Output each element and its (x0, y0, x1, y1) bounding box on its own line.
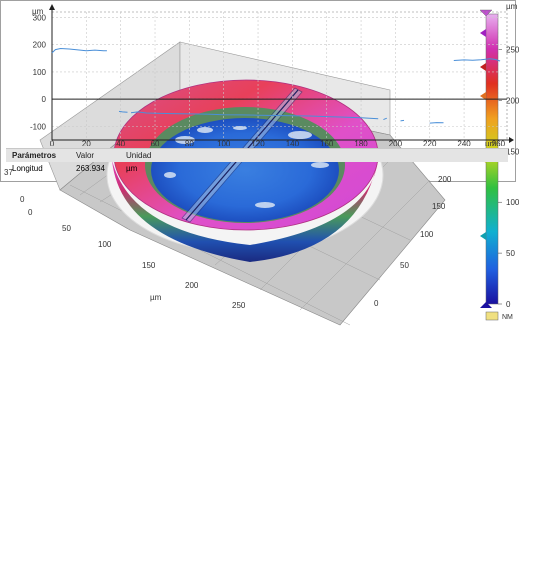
colorbar-tick-label: 100 (506, 198, 520, 207)
marker-bottom-icon[interactable] (480, 302, 492, 308)
marker-orange-icon[interactable] (480, 92, 486, 100)
colorbar-tick-label: 150 (506, 147, 520, 156)
x-axis-ticks: 0 50 100 150 200 250 µm (28, 208, 246, 310)
nm-label: NM (502, 314, 513, 321)
x-tick: 150 (142, 261, 156, 270)
x-tick-label: 120 (251, 140, 265, 146)
profile-line-segment (383, 117, 387, 121)
z-tick-zero: 0 (20, 195, 25, 204)
y-tick: 50 (400, 261, 409, 270)
colorbar-unit: µm (506, 2, 518, 11)
colorbar-tick-label: 200 (506, 96, 520, 105)
x-tick-label: 240 (457, 140, 471, 146)
x-tick-label: 180 (354, 140, 368, 146)
param-unit: µm (126, 164, 138, 173)
nm-swatch (485, 311, 499, 321)
x-tick-label: 260 (492, 140, 506, 146)
param-name: Longitud (12, 164, 43, 173)
profile-line-segment (130, 111, 379, 120)
header-parametros: Parámetros (12, 151, 57, 160)
x-tick-label: 80 (185, 140, 194, 146)
profile-line-segment (118, 110, 128, 113)
marker-cyan-icon[interactable] (480, 232, 486, 240)
x-tick: 250 (232, 301, 246, 310)
y-tick-label: -100 (30, 122, 47, 131)
profile-line-segment (453, 58, 501, 62)
y-tick-label: 300 (33, 13, 47, 22)
colorbar-tick-label: 250 (506, 46, 520, 55)
x-axis-unit: µm (150, 293, 162, 302)
profile-line-segment (429, 122, 444, 124)
x-tick-label: 100 (217, 140, 231, 146)
header-unidad: Unidad (126, 151, 152, 160)
x-tick-label: 20 (82, 140, 91, 146)
x-axis-unit: µm (485, 140, 497, 146)
x-tick-label: 140 (286, 140, 300, 146)
y-tick: 200 (438, 175, 452, 184)
marker-magenta-icon[interactable] (480, 29, 486, 37)
profile-tick-labels: 0 20 40 60 80 100 120 140 160 180 200 220 240 260 -100… (30, 7, 506, 146)
y-tick: 0 (374, 299, 379, 308)
profile-grid (51, 11, 508, 141)
table-row[interactable]: Longitud 263.934 µm (6, 162, 508, 175)
x-tick-label: 40 (116, 140, 125, 146)
x-tick: 0 (28, 208, 33, 217)
x-tick-label: 0 (50, 140, 55, 146)
x-tick: 200 (185, 281, 199, 290)
profile-line-segment (51, 47, 107, 54)
x-tick-label: 200 (389, 140, 403, 146)
colorbar-tick-label: 50 (506, 249, 515, 258)
profile-panel: 0 20 40 60 80 100 120 140 160 180 200 220 240 260 -100… (0, 0, 516, 182)
param-value: 263.934 (76, 164, 105, 173)
ring-outer-wall (112, 160, 378, 262)
x-tick-label: 60 (151, 140, 160, 146)
y-tick-label: 100 (33, 68, 47, 77)
x-tick-label: 160 (320, 140, 334, 146)
profile-chart[interactable]: 0 20 40 60 80 100 120 140 160 180 200 220 240 260 -100… (0, 0, 514, 146)
header-valor: Valor (76, 151, 95, 160)
profile-axes (49, 4, 514, 143)
profile-series (51, 47, 501, 124)
parameters-table: Parámetros Valor Unidad Longitud 263.934… (6, 148, 508, 175)
y-tick-label: 0 (42, 95, 47, 104)
x-tick-label: 220 (423, 140, 437, 146)
parameters-header-row: Parámetros Valor Unidad (6, 149, 508, 162)
y-axis-unit: µm (32, 7, 44, 16)
marker-red-icon[interactable] (480, 63, 486, 71)
x-axis-arrow-icon (509, 137, 514, 143)
y-tick-label: 200 (33, 41, 47, 50)
marker-top-icon[interactable] (479, 9, 493, 17)
y-tick: 100 (420, 230, 434, 239)
plot-frame (51, 11, 508, 141)
y-tick: 150 (432, 202, 446, 211)
x-tick: 50 (62, 224, 71, 233)
colorbar-tick-label: 0 (506, 300, 511, 309)
z-tick: 37 (4, 168, 13, 177)
x-tick: 100 (98, 240, 112, 249)
ring-inner-floor (151, 118, 339, 222)
profile-line-segment (400, 119, 405, 122)
y-axis-arrow-icon (49, 4, 55, 10)
